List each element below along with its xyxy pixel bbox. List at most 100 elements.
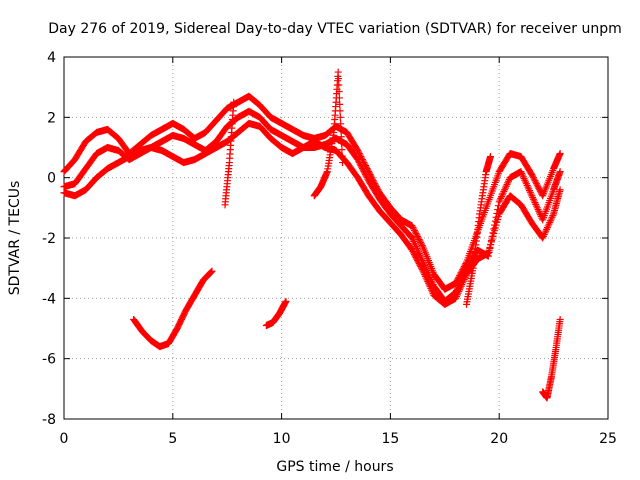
data-point xyxy=(534,206,542,214)
data-point xyxy=(428,288,436,296)
x-tick-label: 5 xyxy=(168,431,177,447)
y-axis-label: SDTVAR / TECUs xyxy=(7,181,23,296)
data-point xyxy=(556,168,564,176)
data-point xyxy=(530,197,538,205)
data-point xyxy=(355,150,363,158)
data-point xyxy=(415,236,423,244)
data-point xyxy=(409,223,417,231)
data-points xyxy=(60,68,564,402)
data-point xyxy=(335,87,343,95)
data-point xyxy=(358,165,366,173)
data-point xyxy=(498,193,506,201)
data-point xyxy=(413,244,421,252)
data-point xyxy=(535,184,543,192)
data-point xyxy=(424,279,432,287)
data-point xyxy=(338,139,346,147)
data-point xyxy=(524,183,532,191)
data-point xyxy=(356,160,364,168)
data-point xyxy=(412,254,420,262)
data-point xyxy=(414,234,422,242)
data-point xyxy=(334,68,342,76)
data-point xyxy=(453,291,461,299)
data-point xyxy=(545,220,553,228)
data-point xyxy=(520,175,528,183)
data-point xyxy=(519,173,527,181)
data-point xyxy=(549,212,557,220)
y-tick-label: 4 xyxy=(47,50,56,66)
data-point xyxy=(414,232,422,240)
series-segment-i xyxy=(539,315,564,402)
data-point xyxy=(336,107,344,115)
data-point xyxy=(358,163,366,171)
data-point xyxy=(521,176,529,184)
data-point xyxy=(532,178,540,186)
data-point xyxy=(362,172,370,180)
data-point xyxy=(455,287,463,295)
y-tick-label: -8 xyxy=(42,412,56,428)
data-point xyxy=(408,234,416,242)
data-point xyxy=(529,193,537,201)
y-tick-label: 0 xyxy=(47,171,56,187)
data-point xyxy=(528,192,536,200)
data-point xyxy=(413,255,421,263)
data-point xyxy=(452,293,460,301)
data-point xyxy=(546,218,554,226)
series-segment-d xyxy=(130,267,216,351)
data-point xyxy=(533,180,541,188)
data-point xyxy=(541,229,549,237)
data-point xyxy=(355,148,363,156)
data-point xyxy=(414,258,422,266)
data-point xyxy=(539,234,547,242)
axis-ticks: 0 5 10 15 20 25 -8 -6 -4 -2 0 2 4 xyxy=(42,50,617,447)
data-point xyxy=(459,279,467,287)
series-track-c xyxy=(60,119,564,308)
data-point xyxy=(410,225,418,233)
data-point xyxy=(425,281,433,289)
data-point xyxy=(208,267,216,275)
data-point xyxy=(452,294,460,302)
data-point xyxy=(336,113,344,121)
data-point xyxy=(338,146,346,154)
data-point xyxy=(502,182,510,190)
data-point xyxy=(529,195,537,203)
data-point xyxy=(410,251,418,259)
data-point xyxy=(360,168,368,176)
y-tick-label: 2 xyxy=(47,110,56,126)
data-point xyxy=(408,246,416,254)
x-tick-label: 0 xyxy=(60,431,69,447)
data-point xyxy=(363,174,371,182)
data-point xyxy=(486,153,494,161)
data-point xyxy=(518,169,526,177)
data-point xyxy=(556,150,564,158)
data-point xyxy=(461,274,469,282)
data-point xyxy=(543,225,551,233)
data-point xyxy=(416,237,424,245)
data-point xyxy=(337,133,345,141)
data-point xyxy=(362,171,370,179)
data-point xyxy=(411,252,419,260)
data-point xyxy=(355,159,363,167)
data-point xyxy=(207,268,215,276)
data-point xyxy=(519,171,527,179)
data-point xyxy=(354,147,362,155)
data-point xyxy=(416,261,424,269)
data-point xyxy=(418,266,426,274)
data-point xyxy=(556,186,564,194)
series-segment-g xyxy=(221,98,238,209)
data-point xyxy=(335,94,343,102)
data-point xyxy=(522,180,530,188)
data-point xyxy=(523,181,531,189)
x-axis-label: GPS time / hours xyxy=(276,459,393,475)
data-point xyxy=(543,224,551,232)
data-point xyxy=(547,215,555,223)
data-point xyxy=(409,236,417,244)
data-point xyxy=(556,315,564,323)
data-point xyxy=(456,284,464,292)
data-point xyxy=(544,222,552,230)
data-point xyxy=(410,239,418,247)
data-point xyxy=(497,194,505,202)
data-point xyxy=(414,257,422,265)
data-point xyxy=(417,239,425,247)
data-point xyxy=(427,284,435,292)
